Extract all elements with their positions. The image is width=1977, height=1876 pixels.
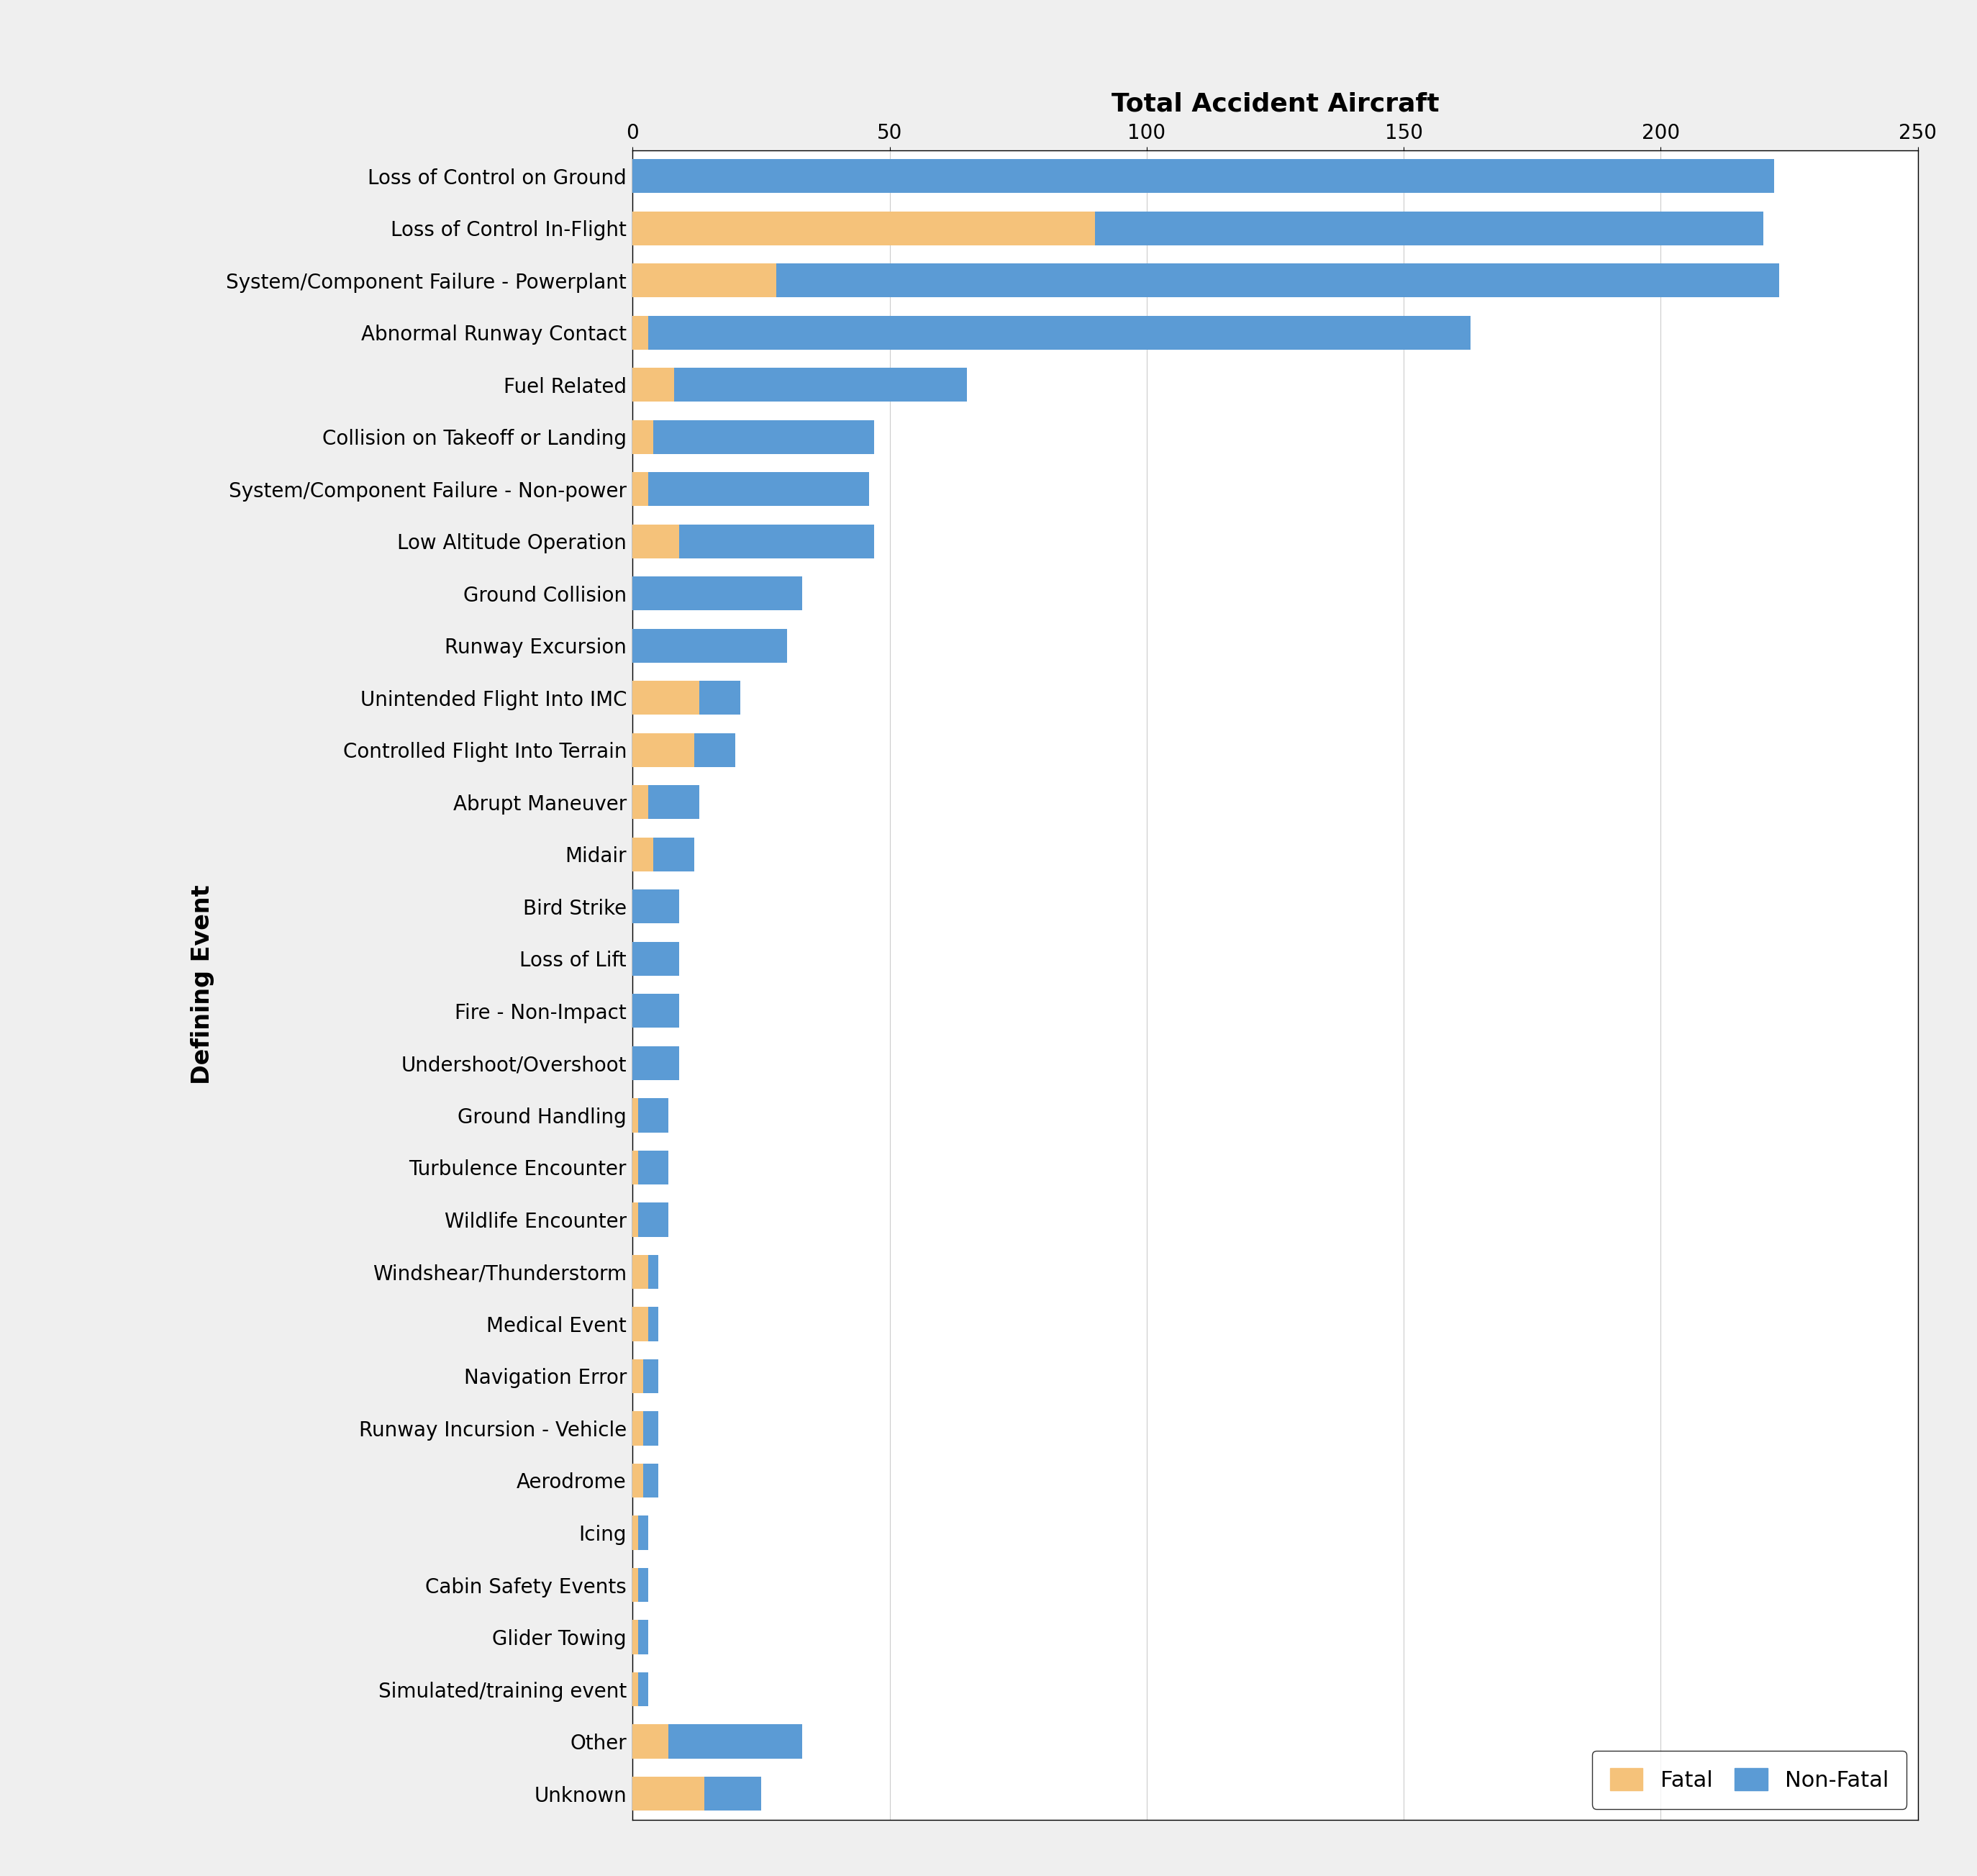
Bar: [668, 1724, 803, 1758]
Bar: [648, 1255, 658, 1289]
Bar: [674, 368, 967, 401]
Bar: [633, 1047, 678, 1081]
Bar: [633, 1203, 639, 1236]
Bar: [643, 1360, 658, 1394]
Bar: [639, 1203, 668, 1236]
Bar: [633, 628, 787, 662]
Bar: [639, 1672, 648, 1707]
Bar: [648, 786, 700, 820]
Bar: [639, 1097, 668, 1133]
Bar: [633, 1568, 639, 1602]
Bar: [648, 1308, 658, 1341]
Bar: [1095, 212, 1763, 246]
Bar: [633, 1308, 648, 1341]
Bar: [633, 1255, 648, 1289]
Bar: [633, 889, 678, 923]
Bar: [678, 525, 874, 559]
Bar: [639, 1150, 668, 1184]
Bar: [643, 1463, 658, 1497]
Bar: [633, 159, 1773, 193]
Bar: [652, 420, 874, 454]
Bar: [633, 420, 652, 454]
Bar: [648, 473, 870, 507]
Bar: [643, 1411, 658, 1445]
Bar: [633, 525, 678, 559]
Bar: [639, 1516, 648, 1550]
Bar: [633, 1621, 639, 1655]
Bar: [633, 1411, 643, 1445]
Y-axis label: Defining Event: Defining Event: [190, 885, 214, 1084]
Bar: [633, 1463, 643, 1497]
Bar: [633, 1516, 639, 1550]
Bar: [652, 837, 694, 872]
Bar: [633, 1360, 643, 1394]
Bar: [633, 1672, 639, 1707]
Bar: [633, 315, 648, 349]
Bar: [777, 263, 1779, 298]
Bar: [704, 1777, 761, 1810]
Bar: [639, 1568, 648, 1602]
Bar: [633, 786, 648, 820]
Bar: [633, 576, 803, 610]
Bar: [648, 315, 1471, 349]
Bar: [633, 212, 1095, 246]
Bar: [633, 1724, 668, 1758]
Bar: [633, 942, 678, 976]
Bar: [633, 263, 777, 298]
Bar: [633, 1097, 639, 1133]
Legend: Fatal, Non-Fatal: Fatal, Non-Fatal: [1591, 1750, 1906, 1808]
Bar: [694, 734, 735, 767]
X-axis label: Total Accident Aircraft: Total Accident Aircraft: [1111, 92, 1439, 116]
Bar: [633, 368, 674, 401]
Bar: [639, 1621, 648, 1655]
Bar: [633, 734, 694, 767]
Bar: [633, 1150, 639, 1184]
Bar: [633, 994, 678, 1028]
Bar: [633, 1777, 704, 1810]
Bar: [633, 681, 700, 715]
Bar: [633, 473, 648, 507]
Bar: [633, 837, 652, 872]
Bar: [700, 681, 741, 715]
